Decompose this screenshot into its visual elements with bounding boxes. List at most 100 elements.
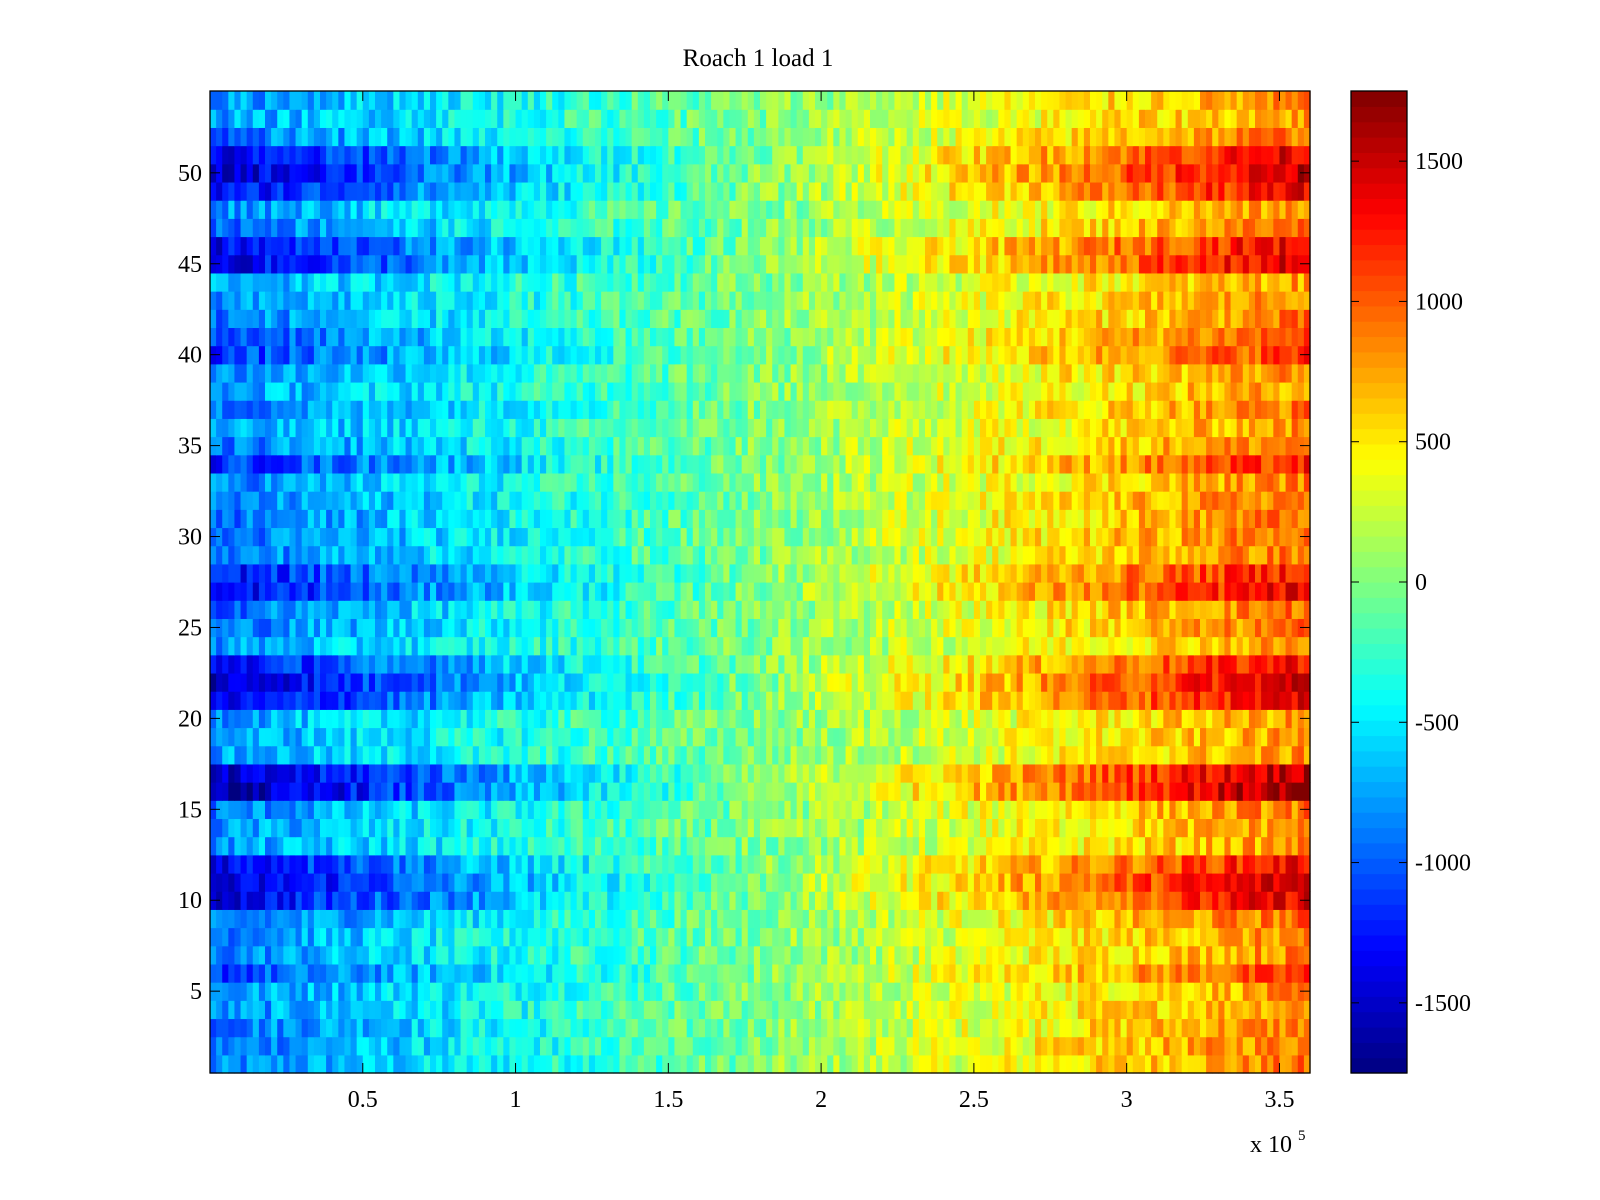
heatmap-cell (931, 691, 938, 710)
heatmap-cell (711, 727, 718, 747)
heatmap-cell (790, 1018, 798, 1038)
heatmap-cell (637, 636, 645, 656)
heatmap-cell (295, 891, 303, 910)
heatmap-cell (961, 600, 969, 619)
heatmap-cell (399, 818, 407, 838)
heatmap-cell (601, 727, 608, 747)
heatmap-cell (637, 1018, 645, 1038)
heatmap-cell (955, 1000, 963, 1020)
heatmap-cell (637, 782, 645, 801)
heatmap-cell (986, 654, 993, 674)
heatmap-cell (1151, 582, 1158, 601)
heatmap-cell (1303, 836, 1311, 856)
heatmap-cell (1071, 691, 1079, 710)
heatmap-cell (753, 709, 761, 729)
heatmap-cell (381, 1054, 388, 1074)
heatmap-cell (1175, 909, 1183, 929)
heatmap-cell (1126, 1036, 1134, 1056)
heatmap-cell (258, 709, 266, 729)
heatmap-cell (533, 909, 541, 929)
heatmap-cell (472, 963, 480, 983)
heatmap-cell (515, 1018, 523, 1038)
heatmap-cell (368, 891, 376, 910)
heatmap-cell (827, 891, 834, 910)
heatmap-cell (497, 927, 504, 947)
heatmap-cell (1126, 854, 1134, 874)
heatmap-cell (1200, 763, 1207, 783)
heatmap-cell (863, 672, 871, 692)
heatmap-cell (460, 654, 468, 674)
heatmap-cell (784, 963, 792, 983)
heatmap-cell (949, 691, 957, 710)
heatmap-cell (882, 782, 889, 801)
heatmap-cell (839, 636, 847, 656)
heatmap-cell (1175, 945, 1183, 965)
heatmap-cell (417, 1054, 425, 1074)
heatmap-cell (1193, 909, 1201, 929)
heatmap-cell (1261, 872, 1268, 892)
heatmap-cell (588, 927, 596, 947)
heatmap-cell (1053, 582, 1061, 601)
heatmap-cell (882, 691, 889, 710)
heatmap-cell (301, 982, 309, 1001)
heatmap-cell (393, 800, 401, 820)
heatmap-cell (650, 982, 657, 1001)
heatmap-cell (558, 563, 566, 583)
heatmap-cell (234, 582, 242, 601)
heatmap-cell (320, 982, 327, 1001)
heatmap-cell (931, 600, 938, 619)
heatmap-cell (1145, 600, 1152, 619)
heatmap-cell (588, 563, 596, 583)
heatmap-cell (240, 709, 248, 729)
heatmap-cell (1218, 654, 1226, 674)
heatmap-cell (1059, 909, 1067, 929)
heatmap-cell (301, 836, 309, 856)
heatmap-cell (368, 800, 376, 820)
heatmap-cell (271, 982, 278, 1001)
heatmap-cell (650, 600, 657, 619)
heatmap-cell (460, 800, 468, 820)
heatmap-cell (863, 818, 871, 838)
heatmap-cell (766, 600, 773, 619)
heatmap-cell (1077, 1000, 1085, 1020)
heatmap-cell (228, 982, 236, 1001)
heatmap-cell (931, 763, 938, 783)
heatmap-cell (454, 763, 462, 783)
heatmap-cell (870, 563, 877, 583)
heatmap-cell (558, 745, 566, 765)
heatmap-cell (906, 745, 914, 765)
heatmap-cell (980, 636, 987, 656)
heatmap-cell (1157, 982, 1164, 1001)
heatmap-cell (833, 982, 841, 1001)
heatmap-cell (503, 654, 511, 674)
heatmap-cell (900, 1054, 908, 1074)
heatmap-cell (576, 836, 584, 856)
heatmap-cell (1279, 582, 1287, 601)
heatmap-cell (1181, 691, 1189, 710)
heatmap-cell (894, 618, 902, 638)
heatmap-cell (674, 1018, 682, 1038)
heatmap-cell (747, 1000, 755, 1020)
heatmap-cell (912, 963, 920, 983)
heatmap-cell (643, 818, 651, 838)
heatmap-cell (851, 1018, 859, 1038)
heatmap-cell (313, 672, 321, 692)
heatmap-cell (906, 1018, 914, 1038)
heatmap-cell (851, 1000, 859, 1020)
heatmap-cell (1200, 891, 1207, 910)
heatmap-cell (802, 800, 810, 820)
heatmap-cell (815, 582, 822, 601)
heatmap-cell (680, 982, 688, 1001)
heatmap-cell (1120, 854, 1128, 874)
heatmap-cell (252, 582, 260, 601)
heatmap-cell (442, 618, 449, 638)
heatmap-cell (986, 909, 993, 929)
heatmap-cell (1169, 909, 1177, 929)
heatmap-cell (980, 945, 987, 965)
heatmap-cell (1059, 691, 1067, 710)
heatmap-cell (558, 836, 566, 856)
heatmap-cell (1065, 600, 1073, 619)
heatmap-cell (625, 691, 633, 710)
heatmap-cell (747, 1054, 755, 1074)
heatmap-cell (588, 891, 596, 910)
